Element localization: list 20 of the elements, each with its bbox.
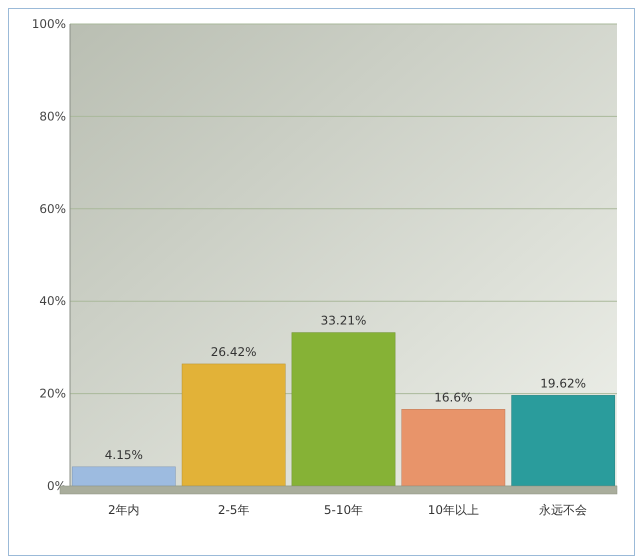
bar: [72, 466, 176, 486]
bar: [182, 364, 286, 486]
data-label: 26.42%: [210, 344, 257, 359]
y-tick-label: 100%: [32, 17, 66, 31]
y-tick-label: 40%: [39, 294, 66, 308]
bar: [292, 332, 396, 486]
y-tick-label: 60%: [39, 202, 66, 216]
data-label: 16.6%: [434, 390, 472, 404]
y-tick-label: 80%: [39, 109, 66, 124]
data-label: 19.62%: [540, 376, 586, 390]
x-tick-label: 5-10年: [324, 503, 364, 517]
bar: [511, 395, 616, 486]
x-tick-label: 永远不会: [539, 503, 588, 517]
x-tick-label: 10年以上: [428, 503, 479, 517]
data-label: 33.21%: [320, 314, 366, 328]
data-label: 4.15%: [104, 448, 143, 462]
x-tick-label: 2-5年: [218, 503, 250, 517]
x-tick-label: 2年内: [108, 503, 140, 517]
y-tick-label: 20%: [39, 386, 66, 401]
bar: [401, 409, 506, 486]
